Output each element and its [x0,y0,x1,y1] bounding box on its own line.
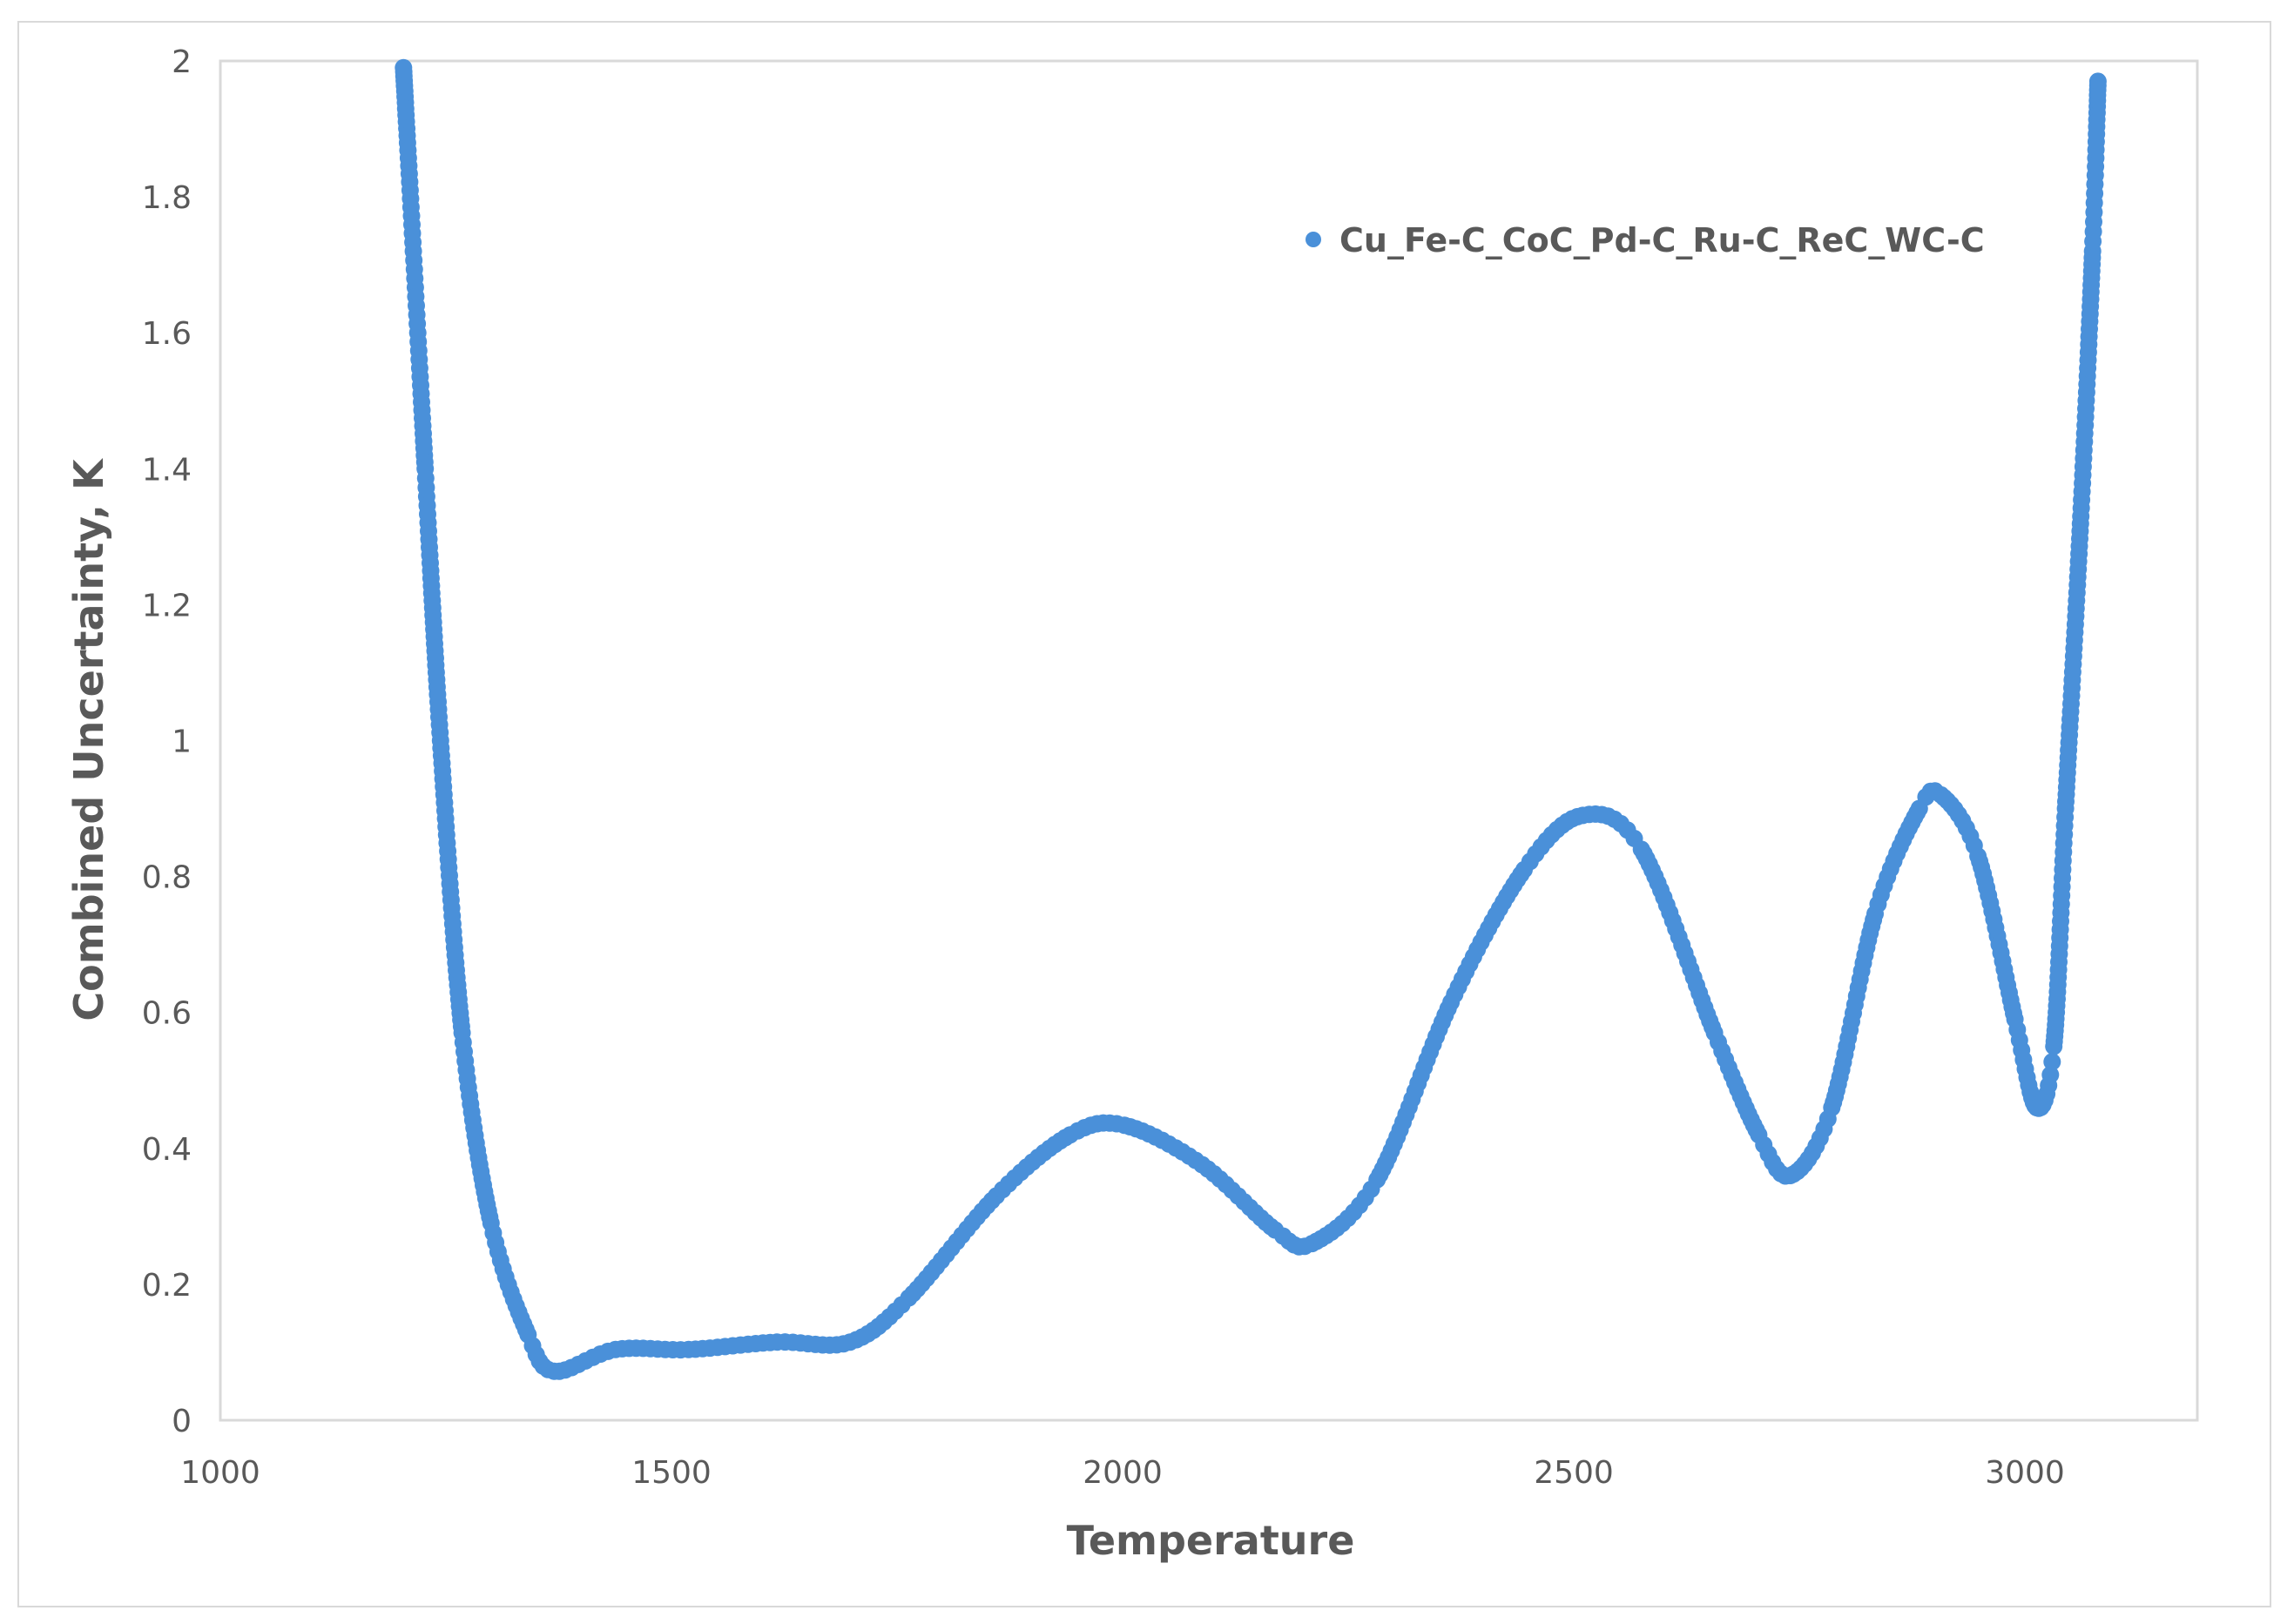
data-series-points [395,58,2107,1380]
legend: Cu_Fe-C_CoC_Pd-C_Ru-C_ReC_WC-C [1306,221,1985,259]
x-tick-label: 1000 [180,1455,260,1491]
y-tick-label: 0.6 [142,996,192,1032]
data-point [2041,1066,2060,1084]
x-axis-title: Temperature [1067,1517,1355,1564]
y-axis-title: Combined Uncertainty, K [65,457,112,1021]
legend-label: Cu_Fe-C_CoC_Pd-C_Ru-C_ReC_WC-C [1339,221,1985,259]
x-tick-label: 2500 [1534,1455,1614,1491]
y-tick-label: 0.2 [142,1268,192,1304]
x-axis-tick-labels: 1000 1500 2000 2500 3000 [180,1455,2065,1491]
y-tick-label: 0.8 [142,860,192,896]
data-point [2088,72,2107,91]
plot-area [219,59,2199,1422]
x-tick-label: 1500 [631,1455,712,1491]
y-tick-label: 2 [172,44,192,80]
legend-marker-icon [1306,232,1321,247]
x-tick-label: 3000 [1985,1455,2065,1491]
y-tick-label: 0.4 [142,1132,192,1168]
y-tick-label: 1.8 [142,180,192,216]
x-tick-label: 2000 [1083,1455,1163,1491]
y-tick-label: 1.4 [142,452,192,488]
y-tick-label: 1.2 [142,588,192,623]
data-point [2043,1053,2061,1071]
y-tick-label: 1.6 [142,316,192,352]
y-tick-label: 0 [172,1404,192,1439]
y-axis-tick-labels: 0 0.2 0.4 0.6 0.8 1 1.2 1.4 1.6 1.8 2 [142,44,192,1439]
y-tick-label: 1 [172,724,192,760]
